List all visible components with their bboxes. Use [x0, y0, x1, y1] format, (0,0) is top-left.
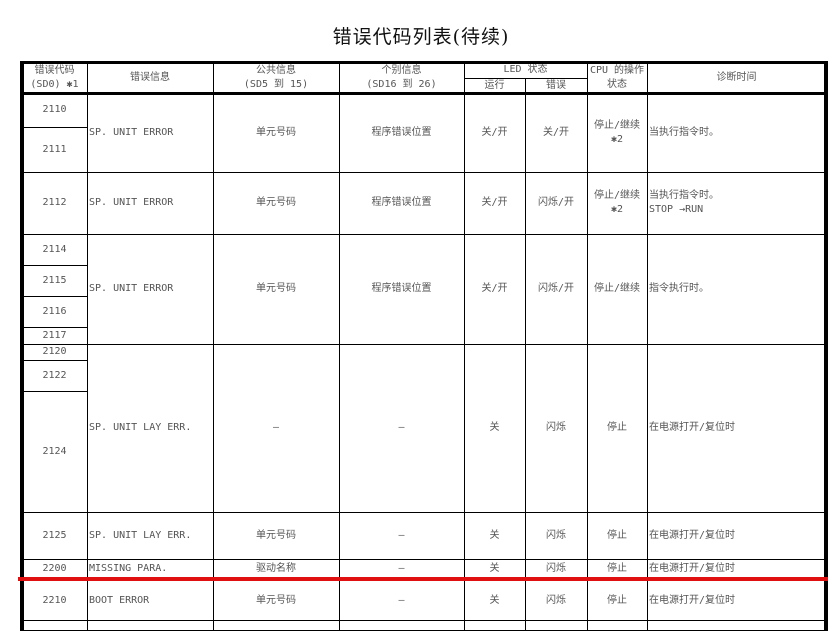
error-code: 2112: [22, 172, 88, 235]
cpu-status: 停止/继续 ✱2: [587, 93, 648, 173]
error-code: 2125: [22, 512, 88, 560]
diagnosis-time: 当执行指令时。: [647, 93, 827, 173]
cpu-status: 停止/继续: [587, 234, 648, 345]
error-code: 2114: [22, 234, 88, 266]
table-row-partial: [87, 620, 214, 631]
table-row-partial: [213, 620, 340, 631]
error-message: SP. UNIT LAY ERR.: [87, 512, 214, 560]
error-message: SP. UNIT ERROR: [87, 172, 214, 235]
error-code: 2200: [22, 559, 88, 579]
error-message: SP. UNIT LAY ERR.: [87, 344, 214, 513]
cpu-status: 停止: [587, 559, 648, 579]
error-code: 2110: [22, 93, 88, 128]
error-code: 2117: [22, 327, 88, 345]
table-row-partial: [22, 620, 88, 631]
header-error-message: 错误信息: [87, 62, 214, 94]
cpu-status: 停止: [587, 344, 648, 513]
table-right-border: [824, 61, 828, 631]
diagnosis-time: 在电源打开/复位时: [647, 559, 827, 579]
led-error-status: 闪烁/开: [525, 172, 588, 235]
led-run-status: 关: [464, 559, 526, 579]
led-run-status: 关/开: [464, 234, 526, 345]
individual-info: —: [339, 581, 465, 621]
header-bottom-border: [21, 92, 828, 95]
common-info: 单元号码: [213, 172, 340, 235]
error-message: MISSING PARA.: [87, 559, 214, 579]
led-error-status: 闪烁: [525, 344, 588, 513]
individual-info: 程序错误位置: [339, 172, 465, 235]
led-run-status: 关: [464, 581, 526, 621]
diagnosis-time: 在电源打开/复位时: [647, 581, 827, 621]
individual-info: —: [339, 559, 465, 579]
table-row-partial: [464, 620, 526, 631]
error-code: 2210: [22, 581, 88, 621]
individual-info: 程序错误位置: [339, 93, 465, 173]
error-code: 2122: [22, 360, 88, 392]
cpu-status: 停止: [587, 512, 648, 560]
error-code: 2120: [22, 344, 88, 361]
table-row-partial: [587, 620, 648, 631]
error-code: 2116: [22, 296, 88, 328]
common-info: 驱动名称: [213, 559, 340, 579]
led-run-status: 关: [464, 344, 526, 513]
table-top-border: [21, 61, 828, 64]
cpu-status: 停止: [587, 581, 648, 621]
led-error-status: 关/开: [525, 93, 588, 173]
common-info: —: [213, 344, 340, 513]
cpu-status: 停止/继续 ✱2: [587, 172, 648, 235]
error-code: 2124: [22, 391, 88, 513]
highlight-line: [18, 577, 828, 581]
error-code: 2111: [22, 127, 88, 173]
led-error-status: 闪烁: [525, 512, 588, 560]
led-error-status: 闪烁/开: [525, 234, 588, 345]
table-row-partial: [339, 620, 465, 631]
individual-info: —: [339, 512, 465, 560]
header-common-info: 公共信息 (SD5 到 15): [213, 62, 340, 94]
common-info: 单元号码: [213, 581, 340, 621]
led-error-status: 闪烁: [525, 581, 588, 621]
individual-info: 程序错误位置: [339, 234, 465, 345]
led-run-status: 关/开: [464, 93, 526, 173]
header-diagnosis-time: 诊断时间: [647, 62, 827, 94]
error-message: SP. UNIT ERROR: [87, 234, 214, 345]
error-code: 2115: [22, 265, 88, 297]
individual-info: —: [339, 344, 465, 513]
common-info: 单元号码: [213, 93, 340, 173]
error-message: BOOT ERROR: [87, 581, 214, 621]
header-led-status: LED 状态: [464, 62, 588, 79]
header-error-code: 错误代码 (SD0) ✱1: [22, 62, 88, 94]
page-title: 错误代码列表(待续): [332, 26, 510, 48]
table-left-border: [20, 61, 24, 631]
led-run-status: 关/开: [464, 172, 526, 235]
led-error-status: 闪烁: [525, 559, 588, 579]
error-message: SP. UNIT ERROR: [87, 93, 214, 173]
table-row-partial: [647, 620, 827, 631]
diagnosis-time: 指令执行时。: [647, 234, 827, 345]
led-run-status: 关: [464, 512, 526, 560]
header-cpu-status: CPU 的操作 状态: [587, 62, 648, 94]
common-info: 单元号码: [213, 234, 340, 345]
diagnosis-time: 在电源打开/复位时: [647, 512, 827, 560]
diagnosis-time: 当执行指令时。 STOP →RUN: [647, 172, 827, 235]
table-row-partial: [525, 620, 588, 631]
header-individual-info: 个别信息 (SD16 到 26): [339, 62, 465, 94]
diagnosis-time: 在电源打开/复位时: [647, 344, 827, 513]
common-info: 单元号码: [213, 512, 340, 560]
